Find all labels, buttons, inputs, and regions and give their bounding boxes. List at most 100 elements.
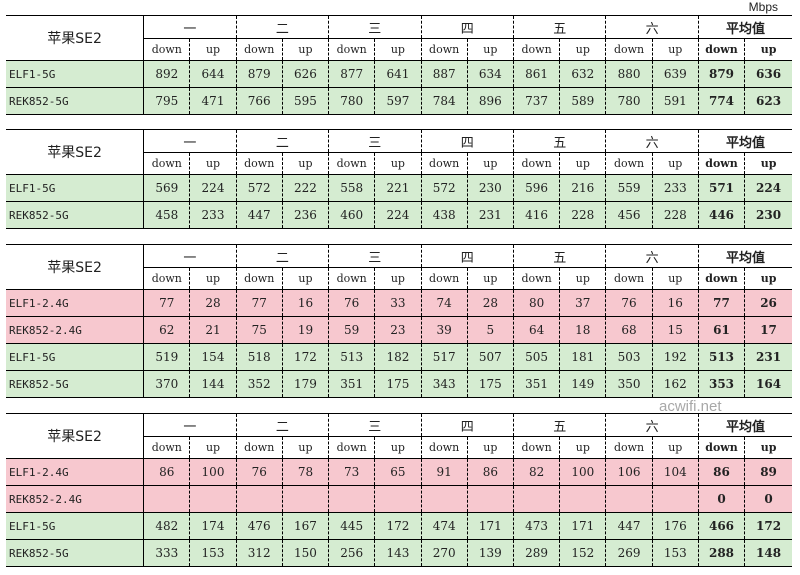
down-cell: [513, 485, 561, 513]
down-cell: 333: [143, 539, 191, 567]
table-row: REK852-2.4G 0 0: [6, 485, 792, 513]
group-header: 六: [605, 15, 699, 39]
down-cell: 80: [513, 289, 561, 317]
up-cell: 154: [189, 343, 237, 371]
sub-header-up: up: [374, 38, 422, 61]
average-down-cell: 86: [698, 458, 746, 486]
down-cell: 861: [513, 60, 561, 88]
sub-header-down: down: [421, 436, 468, 459]
down-cell: 312: [236, 539, 283, 567]
group-header: 一: [143, 129, 237, 153]
down-cell: [605, 485, 653, 513]
sub-header-down: down: [513, 436, 561, 459]
device-title: 苹果SE2: [6, 413, 145, 459]
down-cell: 269: [605, 539, 653, 567]
average-down-cell: 77: [698, 289, 746, 317]
table-row: ELF1-2.4G 86 100 76 78 73 65 91 86 82 100 106 104 86 8…: [6, 458, 792, 486]
down-cell: 572: [236, 174, 283, 202]
down-cell: 569: [143, 174, 191, 202]
device-title: 苹果SE2: [6, 129, 145, 175]
sub-header-down: down: [513, 38, 561, 61]
row-label: REK852-5G: [6, 370, 145, 398]
sub-header-up: up: [744, 267, 792, 290]
group-header-average: 平均值: [698, 129, 792, 153]
up-cell: 167: [282, 512, 330, 540]
sub-header-down: down: [605, 152, 653, 175]
down-cell: 476: [236, 512, 283, 540]
average-up-cell: 224: [744, 174, 792, 202]
up-cell: 15: [652, 316, 699, 344]
average-down-cell: 353: [698, 370, 746, 398]
up-cell: 78: [282, 458, 330, 486]
up-cell: 139: [467, 539, 514, 567]
group-header: 五: [513, 129, 607, 153]
down-cell: 343: [421, 370, 468, 398]
group-header: 四: [421, 244, 514, 268]
down-cell: 352: [236, 370, 283, 398]
sub-header-down: down: [513, 152, 561, 175]
up-cell: 181: [559, 343, 607, 371]
up-cell: 224: [374, 201, 422, 229]
down-cell: 76: [605, 289, 653, 317]
sub-header-down: down: [236, 267, 283, 290]
down-cell: 780: [605, 87, 653, 115]
sub-header-down: down: [605, 436, 653, 459]
row-label: ELF1-5G: [6, 512, 145, 540]
up-cell: 100: [189, 458, 237, 486]
sub-header-down: down: [698, 38, 746, 61]
down-cell: 68: [605, 316, 653, 344]
up-cell: 171: [559, 512, 607, 540]
down-cell: 75: [236, 316, 283, 344]
group-header: 五: [513, 413, 607, 437]
up-cell: 65: [374, 458, 422, 486]
up-cell: 228: [559, 201, 607, 229]
up-cell: 231: [467, 201, 514, 229]
sub-header-down: down: [236, 152, 283, 175]
average-down-cell: 61: [698, 316, 746, 344]
sub-header-up: up: [559, 436, 607, 459]
up-cell: [467, 485, 514, 513]
up-cell: 100: [559, 458, 607, 486]
down-cell: 877: [328, 60, 376, 88]
up-cell: 896: [467, 87, 514, 115]
sub-header-up: up: [189, 267, 237, 290]
group-header-average: 平均值: [698, 413, 792, 437]
row-label: ELF1-5G: [6, 343, 145, 371]
average-down-cell: 879: [698, 60, 746, 88]
down-cell: 270: [421, 539, 468, 567]
down-cell: [421, 485, 468, 513]
up-cell: 143: [374, 539, 422, 567]
up-cell: 149: [559, 370, 607, 398]
table-row: REK852-5G 458 233 447 236 460 224 438 231 416 228 4…: [6, 201, 792, 229]
up-cell: [189, 485, 237, 513]
down-cell: 473: [513, 512, 561, 540]
down-cell: 879: [236, 60, 283, 88]
up-cell: 19: [282, 316, 330, 344]
table-row: REK852-2.4G 62 21 75 19 59 23 39 5 64 18 68 15 61 17: [6, 316, 792, 344]
sub-header-up: up: [467, 38, 514, 61]
average-down-cell: 571: [698, 174, 746, 202]
up-cell: 222: [282, 174, 330, 202]
sub-header-down: down: [236, 38, 283, 61]
average-up-cell: 26: [744, 289, 792, 317]
group-header: 二: [236, 15, 330, 39]
up-cell: 634: [467, 60, 514, 88]
up-cell: [559, 485, 607, 513]
sub-header-up: up: [652, 436, 699, 459]
down-cell: 458: [143, 201, 191, 229]
down-cell: [236, 485, 283, 513]
sub-header-up: up: [282, 436, 330, 459]
down-cell: 517: [421, 343, 468, 371]
up-cell: 150: [282, 539, 330, 567]
up-cell: 172: [374, 512, 422, 540]
up-cell: 18: [559, 316, 607, 344]
row-label: ELF1-2.4G: [6, 458, 145, 486]
sub-header-down: down: [328, 267, 376, 290]
down-cell: 39: [421, 316, 468, 344]
up-cell: 174: [189, 512, 237, 540]
down-cell: 370: [143, 370, 191, 398]
up-cell: 228: [652, 201, 699, 229]
sub-header-down: down: [328, 152, 376, 175]
group-header: 三: [328, 15, 422, 39]
average-up-cell: 623: [744, 87, 792, 115]
